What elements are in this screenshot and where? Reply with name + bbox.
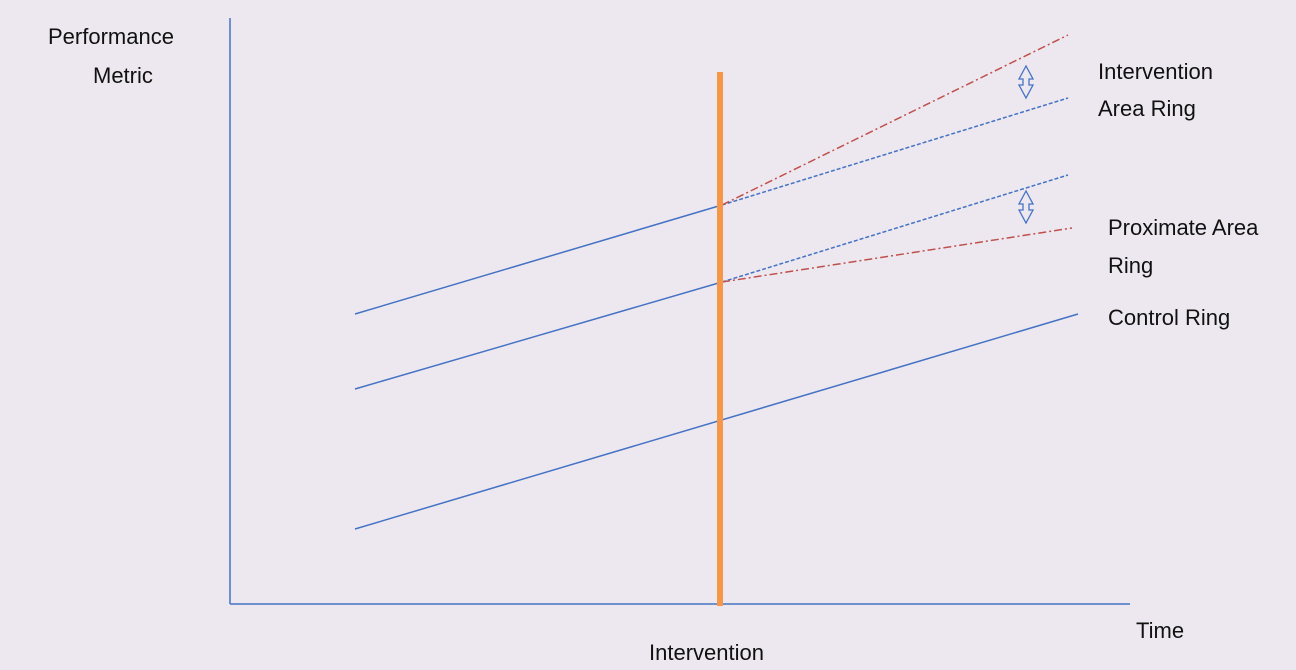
intervention-ring-label-line2: Area Ring [1098, 96, 1196, 121]
proximate-ring-projection [721, 174, 1069, 283]
intervention-difference-arrow [1017, 64, 1035, 100]
proximate-ring-label-line2: Ring [1108, 253, 1154, 278]
intervention-ring-projection [721, 97, 1069, 206]
proximate-ring-trend [354, 281, 723, 390]
control-ring-label: Control Ring [1108, 305, 1231, 330]
y-axis-label-line2: Metric [93, 63, 153, 88]
control-ring-trend [354, 313, 1079, 530]
intervention-ring-trend [354, 204, 723, 315]
intervention-ring-label-line1: Intervention [1098, 59, 1213, 84]
intervention-ring-effect-line [721, 34, 1069, 206]
proximate-ring-label-line1: Proximate Area [1108, 215, 1259, 240]
x-axis-label: Time [1136, 618, 1185, 643]
proximate-ring-effect-line [721, 227, 1073, 283]
intervention-label: Intervention [649, 640, 764, 665]
proximate-difference-arrow [1017, 189, 1035, 225]
y-axis-label-line1: Performance [48, 24, 174, 49]
